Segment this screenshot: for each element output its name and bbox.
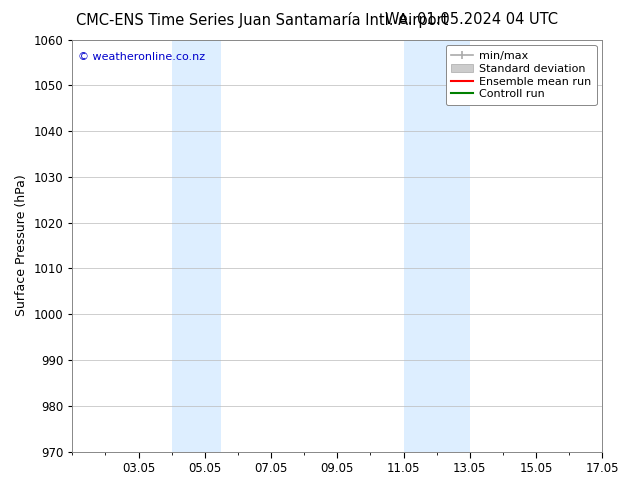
Text: © weatheronline.co.nz: © weatheronline.co.nz (77, 52, 205, 62)
Legend: min/max, Standard deviation, Ensemble mean run, Controll run: min/max, Standard deviation, Ensemble me… (446, 45, 597, 105)
Bar (172, 40, 221, 452)
Text: We. 01.05.2024 04 UTC: We. 01.05.2024 04 UTC (385, 12, 558, 27)
Y-axis label: Surface Pressure (hPa): Surface Pressure (hPa) (15, 175, 28, 317)
Text: CMC-ENS Time Series Juan Santamaría Intl. Airport: CMC-ENS Time Series Juan Santamaría Intl… (76, 12, 448, 28)
Bar (403, 40, 470, 452)
